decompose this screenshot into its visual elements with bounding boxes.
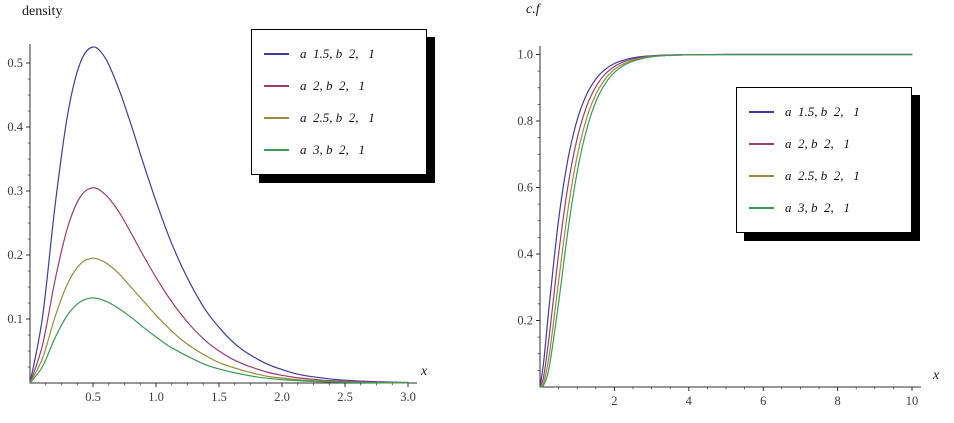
series-curve — [29, 257, 409, 384]
legend-item: a 1.5, b 2, 1 — [264, 38, 414, 70]
legend-line-swatch — [749, 111, 774, 113]
y-tick-label: 0.1 — [7, 312, 23, 326]
cdf-plot: c.f 2 4 6 8 10 0.2 0.4 0.6 0.8 1.0 x a 1.5, b 2, … — [484, 0, 954, 423]
y-tick-label: 0.8 — [517, 114, 533, 128]
legend-item: a 2, b 2, 1 — [264, 70, 414, 102]
x-tick-label: 3.0 — [400, 390, 416, 404]
x-tick-label: 0.5 — [85, 390, 101, 404]
y-tick-label: 0.5 — [7, 56, 23, 70]
x-tick-label: 2.0 — [274, 390, 290, 404]
y-tick-label: 1.0 — [517, 48, 533, 62]
y-tick-label: 0.6 — [517, 181, 533, 195]
legend-line-swatch — [264, 149, 289, 151]
legend-item: a 2, b 2, 1 — [749, 128, 899, 160]
y-tick-label: 0.4 — [7, 120, 23, 134]
series-curve — [29, 46, 409, 384]
cdf-x-axis-label: x — [933, 368, 940, 383]
legend-line-swatch — [749, 207, 774, 209]
x-tick-label: 2.5 — [337, 390, 353, 404]
legend-line-swatch — [264, 117, 289, 119]
legend-item-label: a 1.5, b 2, 1 — [300, 46, 375, 61]
cdf-legend: a 1.5, b 2, 1 a 2, b 2, 1 a 2.5, b 2, 1 a 3… — [736, 87, 912, 233]
density-x-axis-label: x — [421, 364, 428, 379]
legend-item: a 3, b 2, 1 — [264, 134, 414, 166]
legend-line-swatch — [264, 53, 289, 55]
legend-item: a 3, b 2, 1 — [749, 192, 899, 224]
series-curve — [29, 297, 409, 384]
x-tick-label: 6 — [760, 394, 766, 408]
cdf-plot-svg: 2 4 6 8 10 0.2 0.4 0.6 0.8 1.0 — [517, 46, 921, 408]
legend-item-label: a 2.5, b 2, 1 — [300, 110, 375, 125]
cdf-plot-title: c.f — [526, 2, 540, 17]
legend-item-label: a 3, b 2, 1 — [300, 142, 365, 157]
y-tick-label: 0.3 — [7, 184, 23, 198]
x-tick-label: 1.0 — [148, 390, 164, 404]
density-legend: a 1.5, b 2, 1 a 2, b 2, 1 a 2.5, b 2, 1 a 3… — [251, 29, 427, 175]
legend-item: a 2.5, b 2, 1 — [264, 102, 414, 134]
legend-item: a 2.5, b 2, 1 — [749, 160, 899, 192]
legend-item-label: a 2, b 2, 1 — [300, 78, 365, 93]
x-tick-label: 10 — [906, 394, 919, 408]
legend-line-swatch — [264, 85, 289, 87]
x-tick-label: 1.5 — [211, 390, 227, 404]
legend-item-label: a 3, b 2, 1 — [785, 200, 850, 215]
x-tick-label: 2 — [611, 394, 617, 408]
legend-item: a 1.5, b 2, 1 — [749, 96, 899, 128]
y-tick-label: 0.4 — [517, 247, 533, 261]
legend-item-label: a 2, b 2, 1 — [785, 136, 850, 151]
legend-item-label: a 1.5, b 2, 1 — [785, 104, 860, 119]
legend-line-swatch — [749, 175, 774, 177]
density-plot-svg: 0.5 1.0 1.5 2.0 2.5 3.0 0.1 0.2 0.3 0.4 0.5 — [7, 44, 417, 404]
series-curve — [29, 187, 409, 384]
series-curve — [539, 53, 913, 388]
legend-line-swatch — [749, 143, 774, 145]
y-tick-label: 0.2 — [7, 248, 23, 262]
x-tick-label: 4 — [686, 394, 693, 408]
density-plot-title: density — [22, 4, 63, 19]
y-tick-label: 0.2 — [517, 314, 533, 328]
x-tick-label: 8 — [834, 394, 840, 408]
legend-item-label: a 2.5, b 2, 1 — [785, 168, 860, 183]
density-plot: density 0.5 1.0 1.5 2.0 2.5 3.0 0.1 0.2 0.3 0.4 0.… — [0, 0, 470, 423]
